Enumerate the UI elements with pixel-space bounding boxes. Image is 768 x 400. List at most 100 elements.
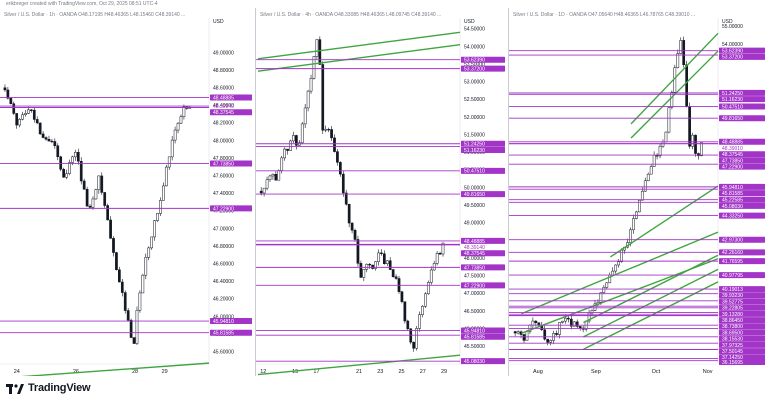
candle <box>115 251 118 271</box>
svg-text:47.22900: 47.22900 <box>464 283 485 289</box>
candle <box>339 161 342 177</box>
chart-panel-1h[interactable]: Silver / U.S. Dollar · 1h · OANDA O48.17… <box>0 8 255 376</box>
x-tick-label: 24 <box>14 369 20 375</box>
candle <box>289 139 292 151</box>
candle <box>47 135 51 142</box>
y-tick-label: 50.00000 <box>464 185 485 191</box>
price-level-label: 53.62390 <box>461 56 505 64</box>
candle <box>385 260 389 267</box>
candle <box>24 110 27 117</box>
svg-text:48.37545: 48.37545 <box>464 251 485 257</box>
price-level-label: 45.81585 <box>719 190 765 197</box>
trendline <box>521 258 719 334</box>
panel-divider[interactable] <box>255 8 256 376</box>
svg-text:39.52775: 39.52775 <box>722 299 743 305</box>
svg-text:49.81650: 49.81650 <box>722 116 743 122</box>
candle <box>79 157 83 185</box>
candle <box>611 267 615 276</box>
price-level-label: 49.81650 <box>461 191 505 198</box>
chart-panel-1d[interactable]: Silver / U.S. Dollar · 1D · OANDA O47.05… <box>509 8 768 376</box>
svg-text:40.19013: 40.19013 <box>722 287 743 293</box>
y-tick-label: 47.80000 <box>213 156 234 162</box>
svg-text:45.94810: 45.94810 <box>722 185 743 191</box>
y-tick-label: 47.50000 <box>464 274 485 280</box>
y-tick-label: 52.00000 <box>464 115 485 121</box>
candle <box>176 122 180 134</box>
y-tick-label: 45.50000 <box>464 344 485 350</box>
candle <box>324 125 328 133</box>
svg-text:50.47510: 50.47510 <box>464 169 485 175</box>
candle <box>82 178 86 190</box>
candle <box>147 246 151 261</box>
svg-text:45.94810: 45.94810 <box>213 319 234 325</box>
price-level-label: 38.73800 <box>719 323 765 330</box>
candle <box>421 305 424 318</box>
y-tick-label: 48.00000 <box>464 256 485 262</box>
candle <box>303 104 307 128</box>
price-level-label: 48.39010 <box>722 146 743 152</box>
candle <box>694 134 697 157</box>
candle <box>682 36 686 68</box>
chart-panel-4h[interactable]: Silver / U.S. Dollar · 4h · OANDA O48.33… <box>256 8 508 376</box>
candle <box>552 330 555 345</box>
price-level-label: 49.81650 <box>719 115 765 122</box>
candle <box>602 285 606 295</box>
candle <box>32 107 36 123</box>
candle <box>141 273 145 294</box>
svg-text:38.15530: 38.15530 <box>722 337 743 343</box>
footer-bar <box>0 377 768 400</box>
svg-text:39.93230: 39.93230 <box>722 293 743 299</box>
candle <box>546 338 550 346</box>
price-level-label: 51.16230 <box>719 96 765 103</box>
svg-text:42.26160: 42.26160 <box>722 250 743 256</box>
panel-divider[interactable] <box>508 8 509 376</box>
svg-text:48.48885: 48.48885 <box>722 140 743 146</box>
trendline <box>257 31 461 60</box>
candle <box>129 318 133 339</box>
svg-text:47.22900: 47.22900 <box>213 206 234 212</box>
candle <box>144 253 148 280</box>
candle <box>353 228 357 242</box>
y-tick-label: 51.00000 <box>464 150 485 156</box>
svg-text:47.73850: 47.73850 <box>213 161 234 167</box>
y-tick-label: 54.00000 <box>722 42 743 48</box>
candle <box>691 132 694 150</box>
price-level-label: 37.14250 <box>719 354 765 361</box>
candle <box>265 176 269 191</box>
candle <box>569 315 573 330</box>
tradingview-logo[interactable]: TradingView <box>6 382 91 394</box>
price-level-label: 37.50145 <box>719 348 765 355</box>
candle <box>91 196 95 210</box>
candle <box>9 97 13 105</box>
candle <box>412 341 416 352</box>
candle <box>374 261 377 271</box>
x-tick-label: 27 <box>420 369 426 375</box>
price-level-label: 44.33250 <box>719 212 765 219</box>
y-tick-label: 55.00000 <box>722 24 743 30</box>
candle <box>94 188 98 200</box>
svg-text:37.14250: 37.14250 <box>722 355 743 361</box>
candle <box>429 266 433 285</box>
candle <box>418 311 421 332</box>
svg-text:51.16230: 51.16230 <box>464 148 485 154</box>
currency-label: USD <box>464 19 475 25</box>
candle <box>120 278 124 297</box>
y-tick-label: 48.00000 <box>213 138 234 144</box>
candle <box>522 333 526 344</box>
price-level-label: 48.48885 <box>210 94 252 101</box>
candle <box>438 251 442 255</box>
candle <box>587 309 591 324</box>
chart-credit: erikbreger created with TradingView.com,… <box>6 1 158 7</box>
candle <box>106 203 109 221</box>
price-level-label: 38.15530 <box>719 335 765 343</box>
price-level-label: 42.97300 <box>719 236 765 244</box>
y-tick-label: 49.50000 <box>464 203 485 209</box>
svg-text:48.39140: 48.39140 <box>464 245 485 251</box>
tradingview-logo-text: TradingView <box>28 382 91 394</box>
candle <box>516 330 520 335</box>
x-tick-label: 26 <box>73 369 79 375</box>
svg-text:51.24250: 51.24250 <box>464 142 485 148</box>
svg-text:48.39010: 48.39010 <box>722 146 743 152</box>
trendline <box>257 44 461 72</box>
price-level-label: 45.94810 <box>461 327 505 334</box>
